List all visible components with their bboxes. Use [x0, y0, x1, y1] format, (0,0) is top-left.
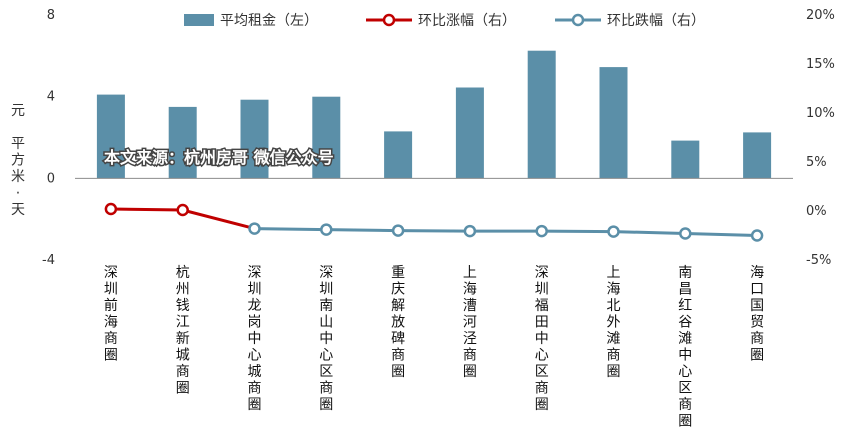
y-right-tick-label: 10%	[806, 106, 835, 121]
x-category-label: 上海北外滩商圈	[607, 265, 621, 380]
x-category-label: 南昌红谷滩中心区商圈	[678, 265, 692, 430]
y-right-tick-label: 20%	[806, 8, 835, 23]
y-right-tick-label: 5%	[806, 155, 827, 170]
legend-swatch-fall-marker	[571, 13, 585, 27]
bar-5	[384, 131, 413, 179]
x-category-label: 深圳龙岗中心城商圈	[248, 265, 262, 413]
x-category-label: 重庆解放碑商圈	[391, 265, 405, 380]
rise-point-1	[104, 202, 118, 216]
watermark-text: 本文来源：杭州房哥 微信公众号	[104, 148, 334, 167]
y-left-tick-label: 8	[47, 8, 55, 23]
y-left-tick-label: 4	[47, 90, 55, 105]
x-category-label: 深圳前海商圈	[104, 265, 118, 364]
legend: 平均租金（左） 环比涨幅（右） 环比跌幅（右）	[184, 13, 705, 29]
legend-label-fall: 环比跌幅（右）	[607, 13, 705, 29]
fall-point-4	[320, 223, 333, 236]
bar-4	[312, 96, 341, 179]
rise-point-2	[176, 203, 189, 217]
y-axis-label: 元平方米·天	[11, 103, 25, 218]
x-category-label: 深圳南山中心区商圈	[319, 265, 333, 413]
bar-10	[743, 132, 772, 179]
fall-point-6	[463, 224, 477, 238]
legend-label-bar: 平均租金（左）	[220, 13, 318, 29]
bar-series	[96, 50, 772, 179]
y-left-tick-label: 0	[47, 171, 55, 186]
legend-swatch-rise-marker	[382, 13, 396, 27]
y-axis-title: 元平方米·天	[11, 103, 25, 218]
legend-swatch-bar	[184, 14, 214, 26]
bar-7	[527, 50, 556, 179]
x-category-label: 杭州钱江新城商圈	[176, 265, 190, 397]
legend-label-rise: 环比涨幅（右）	[418, 13, 516, 29]
bar-8	[599, 67, 628, 179]
y-left-tick-label: -4	[42, 253, 55, 268]
x-category-label: 上海漕河泾商圈	[463, 265, 477, 380]
fall-point-5	[391, 224, 405, 237]
x-category-label: 深圳福田中心区商圈	[535, 265, 549, 413]
category-labels: 深圳前海商圈 杭州钱江新城商圈 深圳龙岗中心城商圈 深圳南山中心区商圈 重庆解放碑商圈 上…	[104, 265, 764, 430]
fall-point-8	[607, 225, 620, 238]
fall-point-10	[750, 229, 764, 242]
bar-1	[96, 94, 125, 179]
y-right-tick-label: -5%	[806, 253, 831, 268]
bar-2	[168, 106, 197, 179]
y-right-tick-label: 15%	[806, 57, 835, 72]
axes: -4 0 4 8 -5% 0% 5% 10% 15% 20%	[42, 8, 835, 268]
bar-6	[455, 87, 484, 179]
fall-line	[254, 227, 758, 237]
fall-point-9	[679, 227, 692, 240]
bar-3	[240, 99, 269, 179]
x-category-label: 海口国贸商圈	[750, 265, 764, 364]
bar-9	[671, 140, 700, 179]
fall-point-7	[535, 224, 548, 238]
y-right-tick-label: 0%	[806, 204, 827, 219]
fall-point-3	[248, 222, 261, 235]
line-series	[104, 202, 764, 242]
